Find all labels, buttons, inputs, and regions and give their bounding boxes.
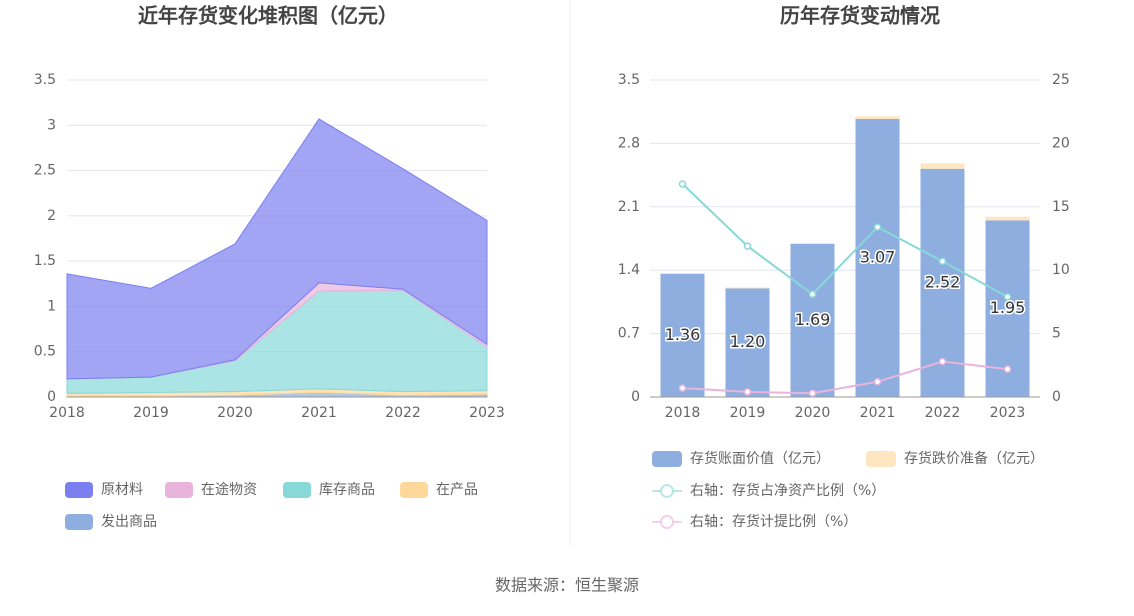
- y-tick-label: 15: [1052, 199, 1070, 215]
- legend-label: 发出商品: [101, 514, 157, 530]
- x-tick-label: 2018: [665, 405, 701, 421]
- y-tick-label: 0: [1052, 389, 1061, 405]
- legend-swatch: [283, 482, 311, 498]
- data-label: 3.07: [860, 247, 896, 266]
- y-tick-label: 2: [47, 208, 56, 224]
- legend-swatch: [866, 451, 896, 467]
- legend-swatch: [165, 482, 193, 498]
- bar: [725, 288, 770, 397]
- line-point: [873, 378, 882, 386]
- x-tick-label: 2020: [795, 405, 831, 421]
- legend-label: 原材料: [101, 482, 143, 498]
- legend-swatch: [400, 482, 428, 498]
- legend-label: 在途物资: [201, 481, 257, 498]
- line-point: [873, 223, 882, 231]
- data-label: 1.36: [665, 325, 701, 344]
- bar: [790, 243, 835, 397]
- bar: [660, 272, 705, 274]
- y-tick-label: 20: [1052, 135, 1070, 151]
- y-tick-label: 2.1: [618, 199, 640, 215]
- data-label: 1.95: [990, 298, 1026, 317]
- y-tick-label: 2.5: [34, 163, 56, 179]
- x-tick-label: 2019: [133, 405, 169, 421]
- x-tick-label: 2019: [730, 405, 766, 421]
- line-point: [938, 257, 947, 266]
- source: 数据来源：恒生聚源: [495, 576, 639, 595]
- line-point: [743, 242, 752, 250]
- line-point: [1003, 365, 1012, 373]
- x-tick-label: 2021: [301, 405, 337, 421]
- line-point: [808, 389, 817, 397]
- y-tick-label: 0.5: [34, 344, 56, 360]
- x-tick-label: 2023: [469, 405, 505, 421]
- line-point: [1003, 293, 1012, 301]
- bar: [855, 116, 900, 119]
- x-tick-label: 2018: [49, 405, 85, 421]
- legend-label: 右轴：存货占净资产比例（%）: [690, 482, 885, 499]
- y-tick-label: 1: [47, 298, 56, 314]
- legend-label: 存货跌价准备（亿元）: [904, 450, 1044, 467]
- y-tick-label: 5: [1052, 326, 1061, 342]
- line: [682, 360, 1008, 395]
- legend-label: 右轴：存货计提比例（%）: [690, 513, 857, 530]
- x-tick-label: 2021: [860, 405, 896, 421]
- y-tick-label: 0: [47, 389, 56, 405]
- legend-swatch: [660, 515, 674, 529]
- legend-label: 在产品: [436, 482, 478, 498]
- data-label: 1.69: [795, 310, 831, 329]
- x-tick-label: 2023: [990, 405, 1026, 421]
- chart-title: 历年存货变动情况: [780, 4, 940, 28]
- line: [681, 183, 1008, 298]
- bar: [660, 273, 705, 397]
- legend-swatch: [652, 451, 682, 467]
- y-tick-label: 1.4: [618, 262, 640, 278]
- legend-swatch: [65, 482, 93, 498]
- x-tick-label: 2022: [385, 405, 421, 421]
- y-tick-label: 3: [47, 117, 56, 133]
- y-tick-label: 10: [1052, 262, 1070, 278]
- area: [66, 118, 488, 380]
- y-tick-label: 25: [1052, 72, 1070, 88]
- bar: [920, 163, 965, 169]
- data-label: 1.20: [730, 332, 766, 351]
- line-point: [938, 357, 947, 366]
- x-tick-label: 2022: [925, 405, 961, 421]
- bar: [855, 118, 900, 398]
- line-point: [678, 384, 687, 392]
- line-point: [743, 388, 752, 396]
- bar: [985, 216, 1030, 221]
- y-tick-label: 3.5: [618, 72, 640, 88]
- legend-swatch: [660, 484, 674, 498]
- x-tick-label: 2020: [217, 405, 253, 421]
- legend-label: 库存商品: [319, 482, 375, 498]
- chart-title: 近年存货变化堆积图（亿元）: [138, 4, 398, 28]
- y-tick-label: 3.5: [34, 72, 56, 88]
- y-tick-label: 1.5: [34, 253, 56, 269]
- bar: [725, 287, 770, 289]
- legend-swatch: [65, 514, 93, 530]
- data-label: 2.52: [925, 272, 961, 291]
- y-tick-label: 0: [631, 389, 640, 405]
- line-point: [808, 290, 817, 299]
- bar: [790, 243, 835, 244]
- line-point: [678, 180, 687, 188]
- y-tick-label: 2.8: [618, 135, 640, 151]
- legend-label: 存货账面价值（亿元）: [690, 450, 830, 467]
- y-tick-label: 0.7: [618, 326, 640, 342]
